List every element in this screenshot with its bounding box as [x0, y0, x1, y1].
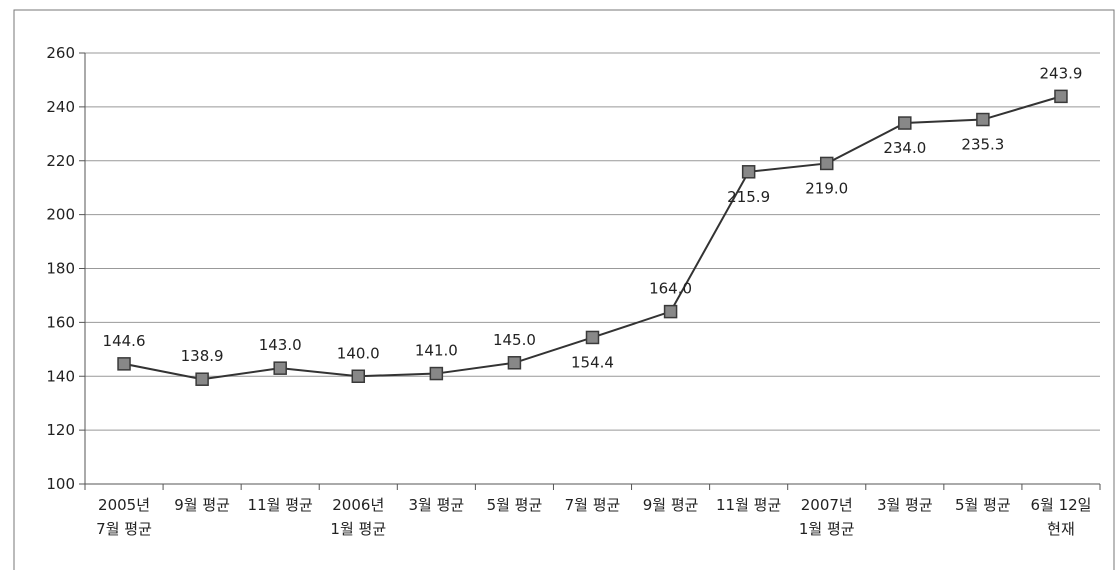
data-point-marker — [585, 330, 600, 345]
x-tick-label: 3월 평균 — [877, 496, 933, 514]
data-label: 234.0 — [883, 139, 926, 157]
y-tick-label: 180 — [46, 260, 75, 278]
x-tick-label: 2005년 7월 평균 — [96, 496, 152, 538]
data-label: 235.3 — [961, 136, 1004, 154]
data-label: 143.0 — [259, 336, 302, 354]
x-tick-label: 11월 평균 — [716, 496, 781, 514]
y-tick-label: 200 — [46, 206, 75, 224]
x-tick-label: 11월 평균 — [248, 496, 313, 514]
data-point-marker — [117, 357, 131, 371]
data-point-marker — [507, 356, 522, 370]
data-label: 144.6 — [103, 332, 146, 350]
data-point-marker — [195, 372, 209, 386]
data-point-marker — [741, 165, 756, 179]
x-tick-label: 9월 평균 — [174, 496, 230, 514]
gridlines — [85, 52, 1100, 431]
y-tick-label: 140 — [46, 367, 75, 385]
data-point-marker — [1054, 89, 1068, 104]
data-label: 141.0 — [415, 342, 458, 360]
data-point-marker — [976, 112, 990, 127]
x-tick-labels: 2005년 7월 평균 9월 평균 11월 평균 2006년 1월 평균 3월 평균 5월 평… — [96, 496, 1091, 538]
x-tick-label: 9월 평균 — [643, 496, 699, 514]
data-label: 164.0 — [649, 280, 692, 298]
x-tick-label: 5월 평균 — [955, 496, 1011, 514]
y-tick-label: 160 — [46, 313, 75, 331]
x-tick-label: 3월 평균 — [408, 496, 464, 514]
data-point-marker — [273, 361, 287, 375]
data-point-marker — [663, 304, 678, 319]
y-tick-labels: 100 120 140 160 180 200 220 240 260 — [46, 44, 75, 493]
data-labels: 144.6 138.9 143.0 140.0 141.0 145.0 154.4 164.0… — [103, 64, 1083, 371]
data-label: 138.9 — [181, 347, 224, 365]
series-markers — [117, 89, 1068, 386]
y-tick-label: 120 — [46, 421, 75, 439]
data-label: 154.4 — [571, 353, 614, 371]
axes — [79, 52, 1101, 490]
data-label: 145.0 — [493, 331, 536, 349]
x-tick-label: 2007년 1월 평균 — [799, 496, 855, 538]
data-point-marker — [898, 116, 912, 130]
data-point-marker — [429, 366, 444, 381]
x-tick-label: 6월 12일 현재 — [1030, 496, 1091, 538]
data-label: 243.9 — [1039, 64, 1082, 82]
y-tick-label: 260 — [46, 44, 75, 62]
y-tick-label: 100 — [46, 475, 75, 493]
x-tick-label: 5월 평균 — [487, 496, 543, 514]
data-label: 219.0 — [805, 179, 848, 197]
y-tick-label: 220 — [46, 152, 75, 170]
x-tick-label: 7월 평균 — [565, 496, 621, 514]
chart-frame — [13, 9, 1115, 570]
data-point-marker — [819, 156, 834, 171]
data-label: 215.9 — [727, 188, 770, 206]
x-tick-label: 2006년 1월 평균 — [330, 496, 386, 538]
y-tick-label: 240 — [46, 98, 75, 116]
data-label: 140.0 — [337, 344, 380, 362]
data-point-marker — [351, 369, 366, 383]
